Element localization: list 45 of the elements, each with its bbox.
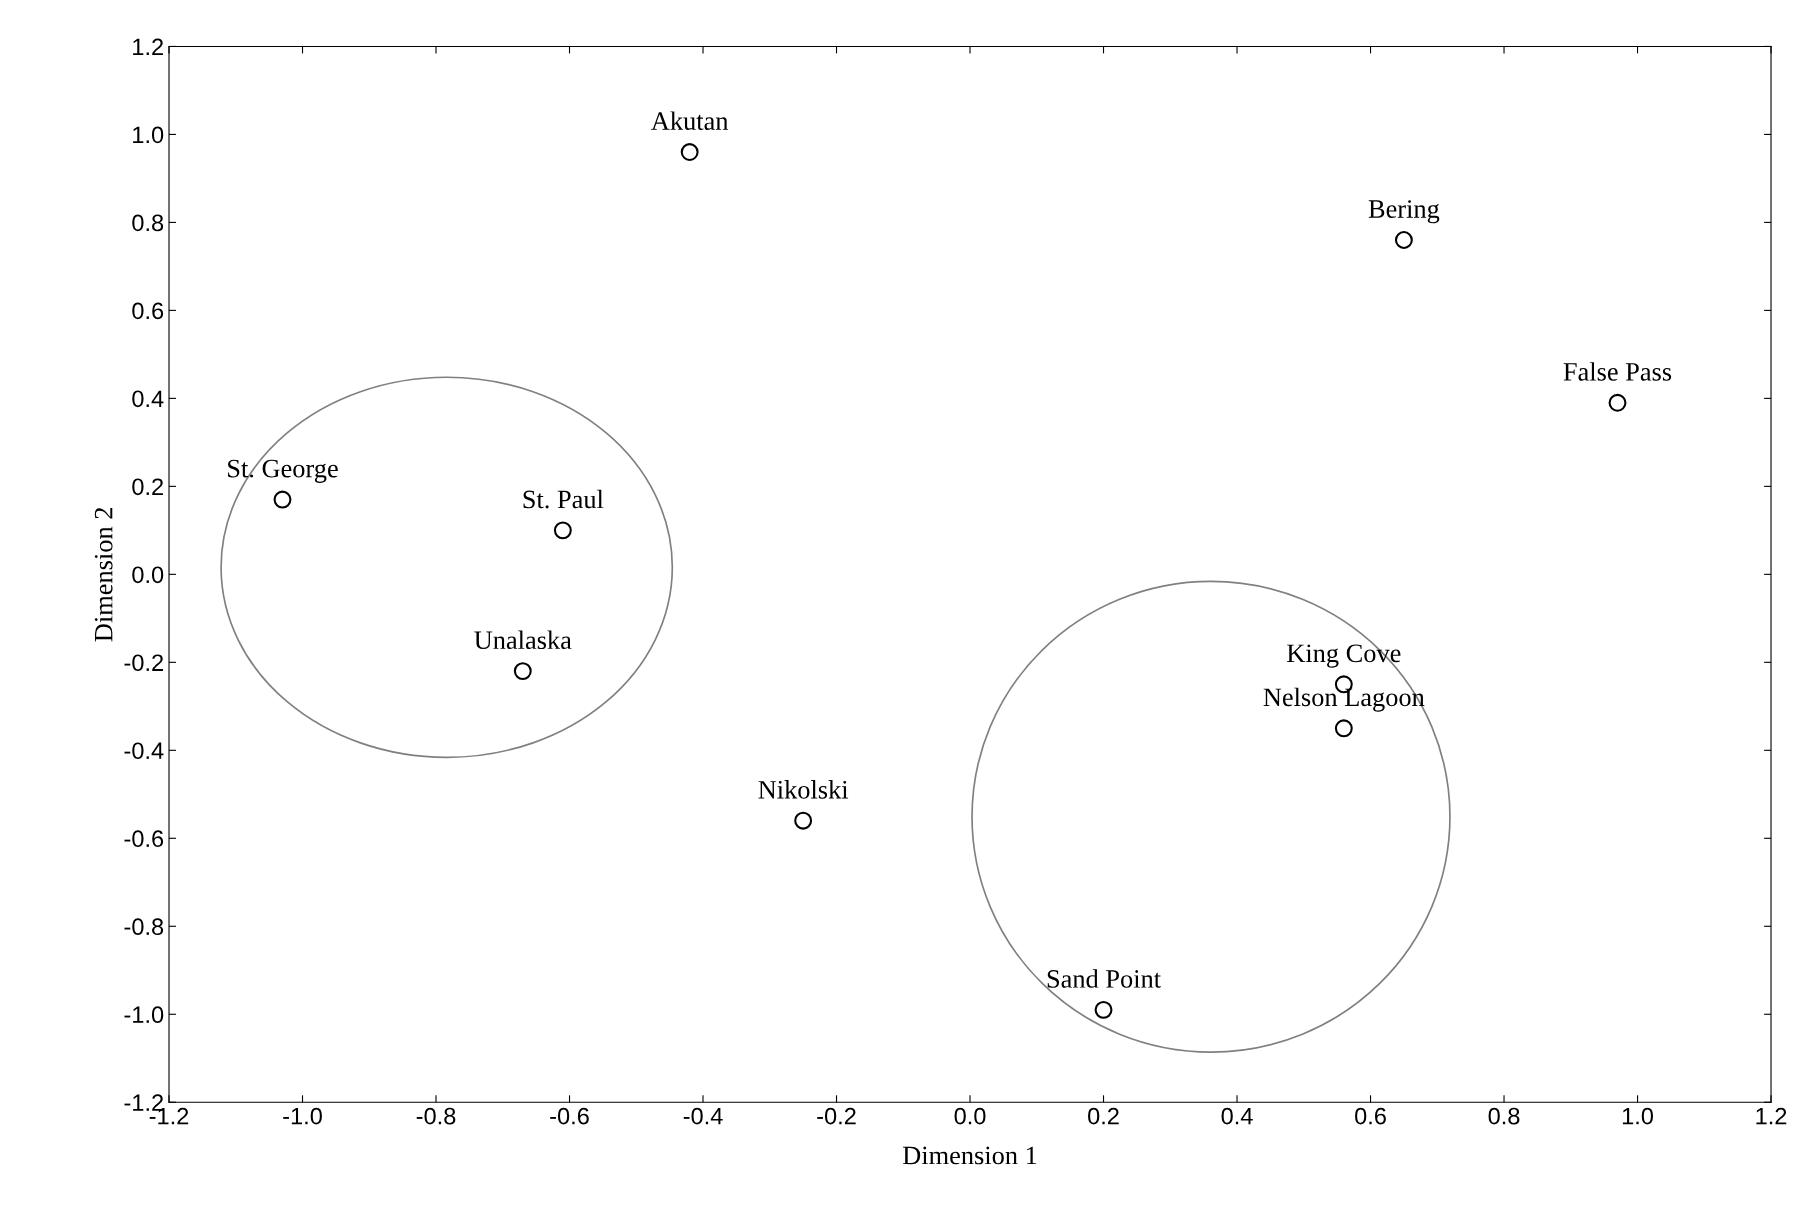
y-tick-label: -0.8 [124, 918, 164, 936]
y-tick-label: -0.2 [124, 654, 163, 672]
x-tick-label: -0.6 [550, 1107, 589, 1125]
x-axis-title: Dimension 1 [902, 1146, 1037, 1165]
x-tick-label: 0.8 [1488, 1107, 1520, 1125]
point [1334, 719, 1353, 738]
x-tick-label: 0.2 [1088, 1107, 1119, 1125]
annotation: Nelson Lagoon [1263, 687, 1425, 712]
annotation: King Cove [1287, 644, 1401, 668]
annotation: Akutan [651, 111, 729, 130]
y-tick-label: 0.0 [132, 566, 164, 584]
annotation: Sand Point [1047, 969, 1161, 988]
x-tick-label: 0.6 [1355, 1107, 1386, 1125]
annotation: False Pass [1563, 362, 1672, 381]
annotation: Unalaska [474, 630, 572, 650]
y-tick-label: 1.2 [133, 38, 163, 55]
y-tick-label: -0.4 [124, 742, 164, 760]
point [1608, 393, 1627, 412]
x-tick-label: -1.0 [283, 1107, 322, 1125]
annotation: Bering [1368, 200, 1440, 224]
y-axis-title: Dimension 2 [94, 507, 113, 642]
y-tick-label: 1.0 [133, 126, 164, 144]
x-tick-label: 1.2 [1756, 1107, 1787, 1125]
annotation: St. Paul [523, 489, 604, 509]
point [680, 143, 699, 161]
point [1394, 231, 1413, 249]
annotation: St. George [228, 459, 338, 483]
point [553, 521, 572, 540]
y-tick-label: 0.8 [132, 214, 164, 232]
x-tick-label: -0.8 [416, 1107, 456, 1125]
y-tick-label: 0.6 [132, 302, 164, 320]
y-tick-label: -1.0 [124, 1006, 164, 1024]
x-tick-label: 0.0 [954, 1107, 986, 1125]
y-tick-label: 0.4 [132, 390, 164, 408]
x-tick-label: 1.0 [1622, 1107, 1654, 1125]
y-tick-label: -0.6 [124, 830, 164, 848]
x-tick-label: -0.4 [683, 1107, 723, 1125]
x-tick-label: 0.4 [1221, 1107, 1253, 1125]
point [273, 490, 292, 509]
y-tick-label: 0.2 [132, 478, 163, 496]
annotation: Nikolski [758, 780, 849, 799]
point [513, 662, 532, 681]
x-tick-label: -0.2 [817, 1107, 856, 1125]
point [1094, 1000, 1113, 1019]
point [794, 811, 813, 830]
